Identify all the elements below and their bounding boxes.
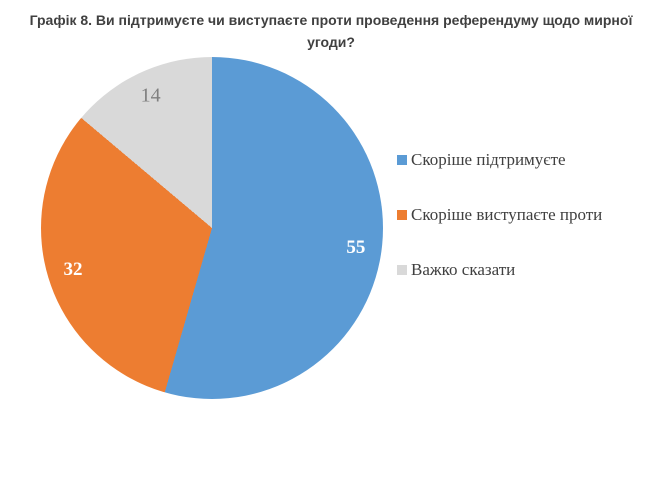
legend-swatch-icon [397,155,407,165]
legend-item: Важко сказати [397,259,602,281]
pie-slice-label: 14 [140,84,161,107]
legend-item: Скоріше підтримуєте [397,149,602,171]
legend-label: Скоріше виступаєте проти [411,205,603,224]
pie [41,57,383,399]
legend-swatch-icon [397,265,407,275]
legend-label: Скоріше підтримуєте [411,150,566,169]
legend: Скоріше підтримуєте Скоріше виступаєте пр… [397,149,602,281]
pie-slice-label: 32 [63,259,83,281]
legend-swatch-icon [397,210,407,220]
pie-chart: 55 32 14 [41,57,383,399]
pie-slice-label: 55 [346,237,366,259]
legend-item: Скоріше виступаєте проти [397,204,602,226]
chart-title: Графік 8. Ви підтримуєте чи виступаєте п… [29,12,633,50]
legend-label: Важко сказати [411,260,516,279]
